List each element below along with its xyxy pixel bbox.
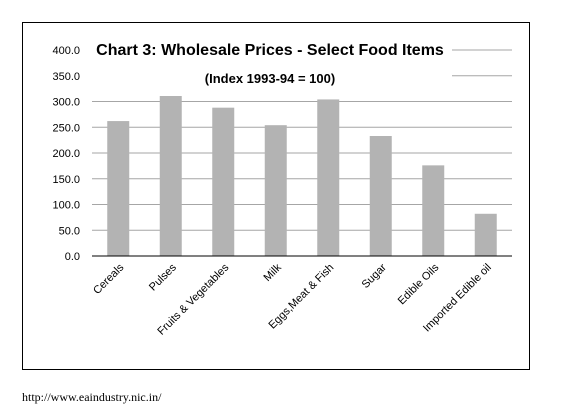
y-tick-label: 100.0 bbox=[52, 200, 80, 212]
chart-title: Chart 3: Wholesale Prices - Select Food … bbox=[96, 42, 444, 59]
x-tick-label: Sugar bbox=[360, 261, 389, 290]
y-tick-label: 50.0 bbox=[59, 225, 80, 237]
bars bbox=[107, 91, 497, 257]
chart-subtitle: (Index 1993-94 = 100) bbox=[205, 71, 335, 86]
y-tick-label: 0.0 bbox=[65, 251, 80, 263]
y-tick-label: 350.0 bbox=[52, 71, 80, 83]
source-note: http://www.eaindustry.nic.in/ bbox=[22, 390, 162, 404]
x-tick-label: Milk bbox=[262, 261, 285, 284]
title-backing bbox=[88, 36, 452, 96]
bar bbox=[107, 121, 130, 256]
bar bbox=[317, 99, 340, 256]
bar bbox=[369, 136, 392, 256]
x-tick-label: Cereals bbox=[91, 261, 127, 297]
bar bbox=[422, 165, 445, 256]
y-tick-label: 400.0 bbox=[52, 45, 80, 57]
y-tick-label: 150.0 bbox=[52, 174, 80, 186]
y-tick-label: 300.0 bbox=[52, 97, 80, 109]
x-tick-label: Pulses bbox=[147, 261, 179, 293]
y-tick-label: 250.0 bbox=[52, 122, 80, 134]
x-tick-label: Edible Oils bbox=[396, 261, 442, 307]
y-tick-label: 200.0 bbox=[52, 148, 80, 160]
bar bbox=[159, 91, 182, 256]
bar bbox=[264, 125, 287, 256]
bar bbox=[212, 107, 235, 257]
bar bbox=[474, 213, 497, 256]
y-axis-ticks: 0.0 50.0 100.0 150.0 200.0 250.0 300.0 350.0 400… bbox=[52, 45, 80, 263]
